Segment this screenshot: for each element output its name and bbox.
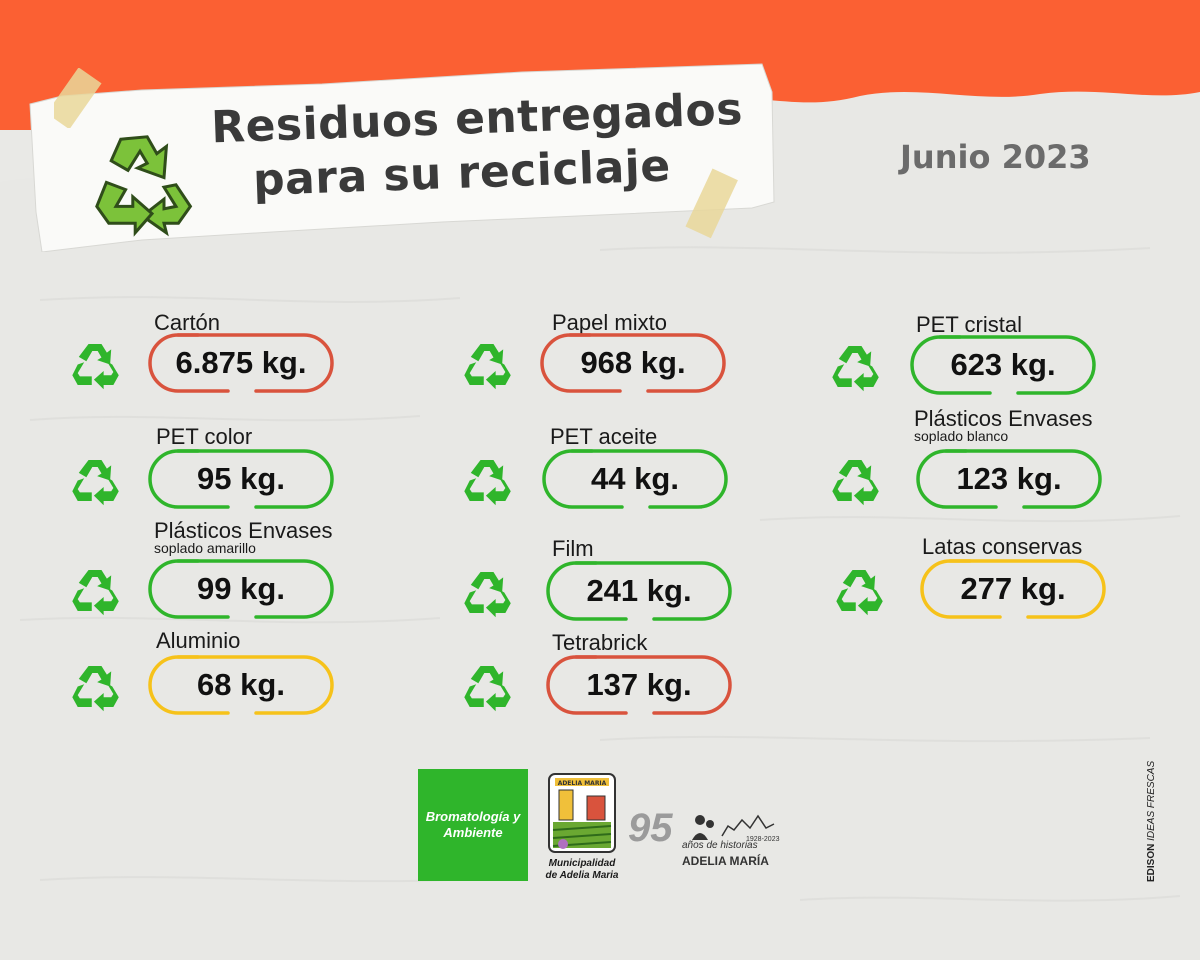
bromatologia-logo: Bromatología y Ambiente (418, 769, 528, 881)
item-value: 241 kg. (586, 573, 692, 608)
anniv-town: ADELIA MARÍA (682, 854, 769, 868)
recycle-icon (68, 456, 122, 506)
muni-name-line1: Municipalidad (548, 858, 616, 869)
item-value: 968 kg. (580, 345, 686, 380)
item-value: 6.875 kg. (175, 345, 307, 380)
recycle-icon (460, 662, 514, 712)
item-sublabel: soplado amarillo (154, 540, 256, 556)
anniv-years: 1928-2023 (746, 836, 780, 843)
item-value: 137 kg. (586, 667, 692, 702)
value-pill (138, 654, 344, 716)
item-value: 99 kg. (197, 571, 285, 606)
item-sublabel: soplado blanco (914, 428, 1009, 444)
item-label: Tetrabrick (552, 630, 648, 655)
recycle-icon (460, 456, 514, 506)
item-label: Aluminio (156, 628, 241, 653)
credit-bold: EDISON (1146, 844, 1157, 882)
recycle-icon (95, 135, 193, 237)
title-card: Residuos entregados para su reciclaje (22, 52, 782, 252)
value-pill (530, 332, 736, 394)
tape-strip (685, 168, 738, 239)
recycle-icon (828, 456, 882, 506)
item-label: Plásticos Envases (154, 518, 333, 543)
muni-sign-text: ADELIA MARIA (558, 780, 607, 787)
people-icon (692, 814, 775, 840)
value-pill (536, 560, 742, 622)
value-pill (138, 332, 344, 394)
muni-name-line2: de Adelia Maria (545, 870, 619, 881)
credit-text: EDISON IDEAS FRESCAS (1146, 761, 1157, 882)
municipal-emblem: ADELIA MARIA (548, 773, 616, 853)
municipalidad-logo: ADELIA MARIA Municipalidad de Adelia Mar… (540, 772, 624, 882)
value-pill (532, 448, 738, 510)
bromatologia-logo-text: Bromatología y Ambiente (425, 809, 521, 840)
date-label: Junio 2023 (900, 138, 1091, 176)
item-label: Cartón (154, 310, 221, 335)
item-value: 277 kg. (960, 571, 1066, 606)
value-pill (910, 558, 1116, 620)
item-value: 68 kg. (197, 667, 285, 702)
page-title: Residuos entregados para su reciclaje (210, 83, 753, 210)
title-card-shape (29, 63, 775, 252)
anniv-number: 95 (628, 806, 673, 850)
item-value: 44 kg. (591, 461, 679, 496)
item-label: PET cristal (916, 312, 1022, 337)
recycle-icon (828, 342, 882, 392)
item-value: 95 kg. (197, 461, 285, 496)
item-label: PET color (156, 424, 253, 449)
item-label: Plásticos Envases (914, 406, 1093, 431)
item-label: Film (552, 536, 594, 561)
item-label: Latas conservas (922, 534, 1083, 559)
credit-rest: IDEAS FRESCAS (1146, 761, 1157, 844)
recycle-icon (460, 568, 514, 618)
value-pill (900, 334, 1106, 396)
recycle-icon (68, 340, 122, 390)
value-pill (536, 654, 742, 716)
recycle-icon (68, 662, 122, 712)
item-value: 623 kg. (950, 347, 1056, 382)
item-label: Papel mixto (552, 310, 667, 335)
item-label: PET aceite (550, 424, 658, 449)
value-pill (138, 558, 344, 620)
municipalidad-name: Municipalidad de Adelia Maria (540, 858, 624, 882)
recycle-icon (460, 340, 514, 390)
tape-strip (54, 68, 102, 128)
value-pill (138, 448, 344, 510)
value-pill (906, 448, 1112, 510)
recycle-icon (832, 566, 886, 616)
svg-text:EDISON IDEAS FRESCAS: EDISON IDEAS FRESCAS (1146, 761, 1157, 882)
recycle-icon (68, 566, 122, 616)
anniv-text: años de historias (682, 840, 758, 851)
item-value: 123 kg. (956, 461, 1062, 496)
anniversary-logo: 95 1928-2023 años de historias ADELIA MA… (628, 806, 788, 878)
